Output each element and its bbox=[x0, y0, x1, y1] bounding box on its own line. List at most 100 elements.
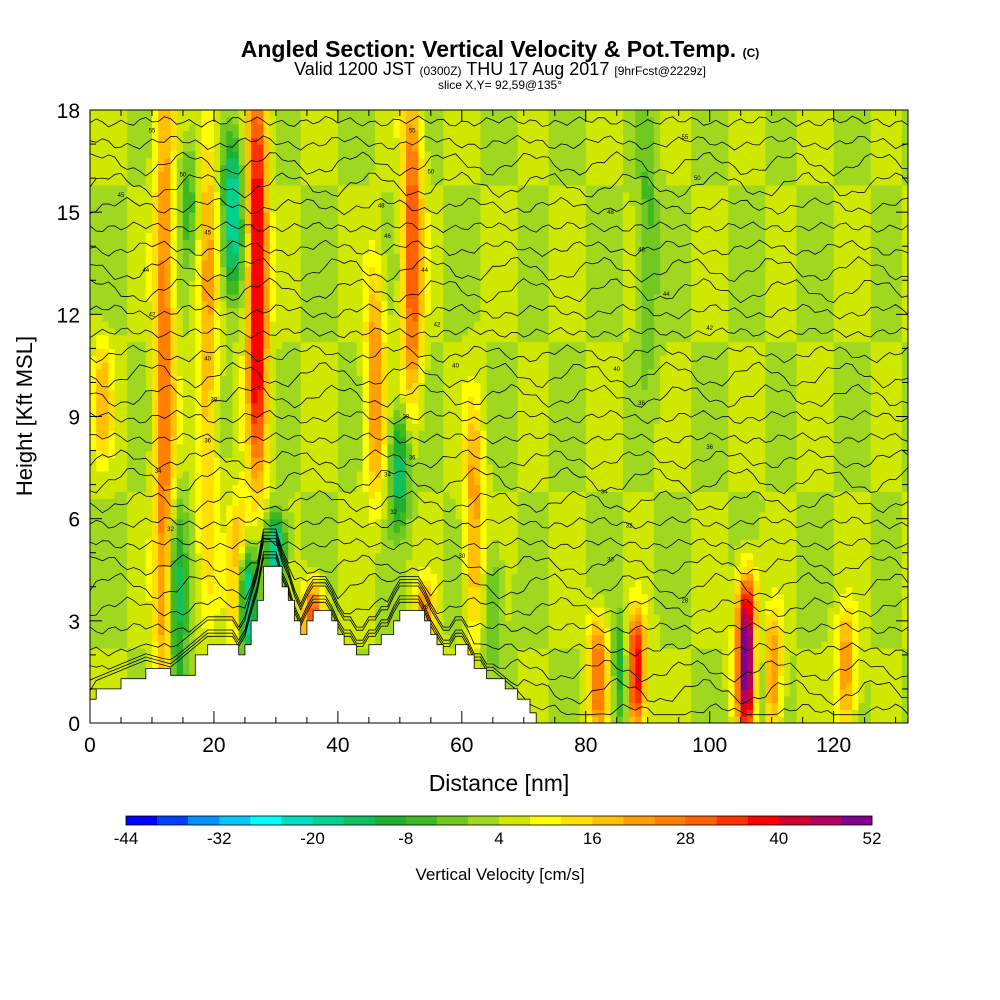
velocity-cell bbox=[220, 525, 227, 533]
velocity-cell bbox=[325, 293, 333, 302]
velocity-cell bbox=[263, 191, 271, 200]
velocity-cell bbox=[319, 178, 327, 186]
velocity-cell bbox=[226, 620, 234, 629]
velocity-cell bbox=[244, 341, 252, 349]
velocity-cell bbox=[362, 505, 370, 513]
velocity-cell bbox=[368, 464, 376, 472]
velocity-cell bbox=[331, 614, 339, 622]
velocity-cell bbox=[201, 218, 209, 227]
velocity-cell bbox=[96, 137, 103, 145]
velocity-cell bbox=[213, 464, 221, 472]
velocity-cell bbox=[393, 130, 401, 138]
velocity-cell bbox=[244, 477, 252, 486]
velocity-cell bbox=[424, 116, 432, 125]
velocity-cell bbox=[387, 300, 395, 309]
velocity-cell bbox=[108, 682, 116, 690]
velocity-cell bbox=[96, 627, 103, 636]
velocity-cell bbox=[189, 661, 196, 670]
velocity-cell bbox=[220, 443, 227, 452]
velocity-cell bbox=[331, 164, 339, 172]
velocity-cell bbox=[356, 218, 364, 227]
velocity-cell bbox=[158, 355, 165, 363]
velocity-cell bbox=[232, 423, 240, 431]
velocity-cell bbox=[362, 409, 370, 418]
velocity-cell bbox=[195, 239, 203, 247]
velocity-cell bbox=[201, 164, 209, 172]
velocity-cell bbox=[412, 293, 420, 302]
velocity-cell bbox=[207, 184, 215, 193]
velocity-cell bbox=[350, 355, 358, 363]
velocity-cell bbox=[220, 225, 227, 234]
velocity-cell bbox=[294, 232, 302, 241]
velocity-cell bbox=[375, 416, 382, 424]
velocity-cell bbox=[213, 348, 221, 356]
velocity-cell bbox=[189, 389, 196, 397]
velocity-cell bbox=[275, 464, 283, 472]
velocity-cell bbox=[368, 457, 376, 465]
velocity-cell bbox=[120, 184, 128, 193]
velocity-cell bbox=[158, 586, 165, 595]
velocity-cell bbox=[164, 545, 172, 554]
velocity-cell bbox=[387, 348, 395, 356]
velocity-cell bbox=[232, 273, 240, 281]
velocity-cell bbox=[189, 614, 196, 622]
velocity-cell bbox=[424, 266, 432, 275]
velocity-cell bbox=[151, 171, 159, 179]
velocity-cell bbox=[344, 600, 351, 608]
velocity-cell bbox=[313, 205, 320, 213]
velocity-cell bbox=[220, 375, 227, 384]
velocity-cell bbox=[114, 259, 122, 268]
velocity-cell bbox=[275, 409, 283, 418]
velocity-cell bbox=[356, 498, 364, 506]
velocity-cell bbox=[120, 116, 128, 125]
velocity-cell bbox=[344, 375, 351, 384]
velocity-cell bbox=[176, 327, 184, 336]
velocity-cell bbox=[207, 552, 215, 561]
velocity-cell bbox=[244, 307, 252, 315]
velocity-cell bbox=[387, 477, 395, 486]
velocity-cell bbox=[133, 218, 141, 227]
velocity-cell bbox=[207, 566, 215, 574]
velocity-cell bbox=[207, 396, 215, 404]
velocity-cell bbox=[375, 253, 382, 261]
velocity-cell bbox=[90, 436, 97, 445]
velocity-cell bbox=[108, 443, 116, 452]
velocity-cell bbox=[232, 552, 240, 561]
velocity-cell bbox=[151, 341, 159, 349]
velocity-cell bbox=[108, 627, 116, 636]
velocity-cell bbox=[344, 573, 351, 581]
velocity-cell bbox=[381, 144, 389, 152]
velocity-cell bbox=[412, 505, 420, 513]
velocity-cell bbox=[120, 436, 128, 445]
velocity-cell bbox=[170, 573, 178, 581]
velocity-cell bbox=[356, 362, 364, 370]
velocity-cell bbox=[300, 477, 308, 486]
velocity-cell bbox=[356, 573, 364, 581]
velocity-cell bbox=[362, 321, 370, 329]
velocity-cell bbox=[282, 266, 289, 275]
velocity-cell bbox=[120, 470, 128, 479]
velocity-cell bbox=[102, 586, 110, 595]
velocity-cell bbox=[344, 539, 351, 547]
velocity-cell bbox=[337, 566, 345, 574]
velocity-cell bbox=[102, 539, 110, 547]
velocity-cell bbox=[114, 123, 122, 132]
velocity-cell bbox=[213, 566, 221, 574]
velocity-cell bbox=[170, 287, 178, 295]
velocity-cell bbox=[120, 607, 128, 615]
velocity-cell bbox=[399, 218, 407, 227]
velocity-cell bbox=[213, 205, 221, 213]
velocity-cell bbox=[375, 266, 382, 275]
velocity-cell bbox=[269, 402, 277, 411]
velocity-cell bbox=[313, 416, 320, 424]
velocity-cell bbox=[257, 573, 265, 581]
velocity-cell bbox=[368, 212, 376, 220]
velocity-cell bbox=[362, 287, 370, 295]
velocity-cell bbox=[207, 280, 215, 288]
velocity-cell bbox=[294, 382, 302, 390]
velocity-cell bbox=[220, 280, 227, 288]
velocity-cell bbox=[207, 287, 215, 295]
velocity-cell bbox=[226, 259, 234, 268]
velocity-cell bbox=[368, 423, 376, 431]
velocity-cell bbox=[213, 511, 221, 520]
